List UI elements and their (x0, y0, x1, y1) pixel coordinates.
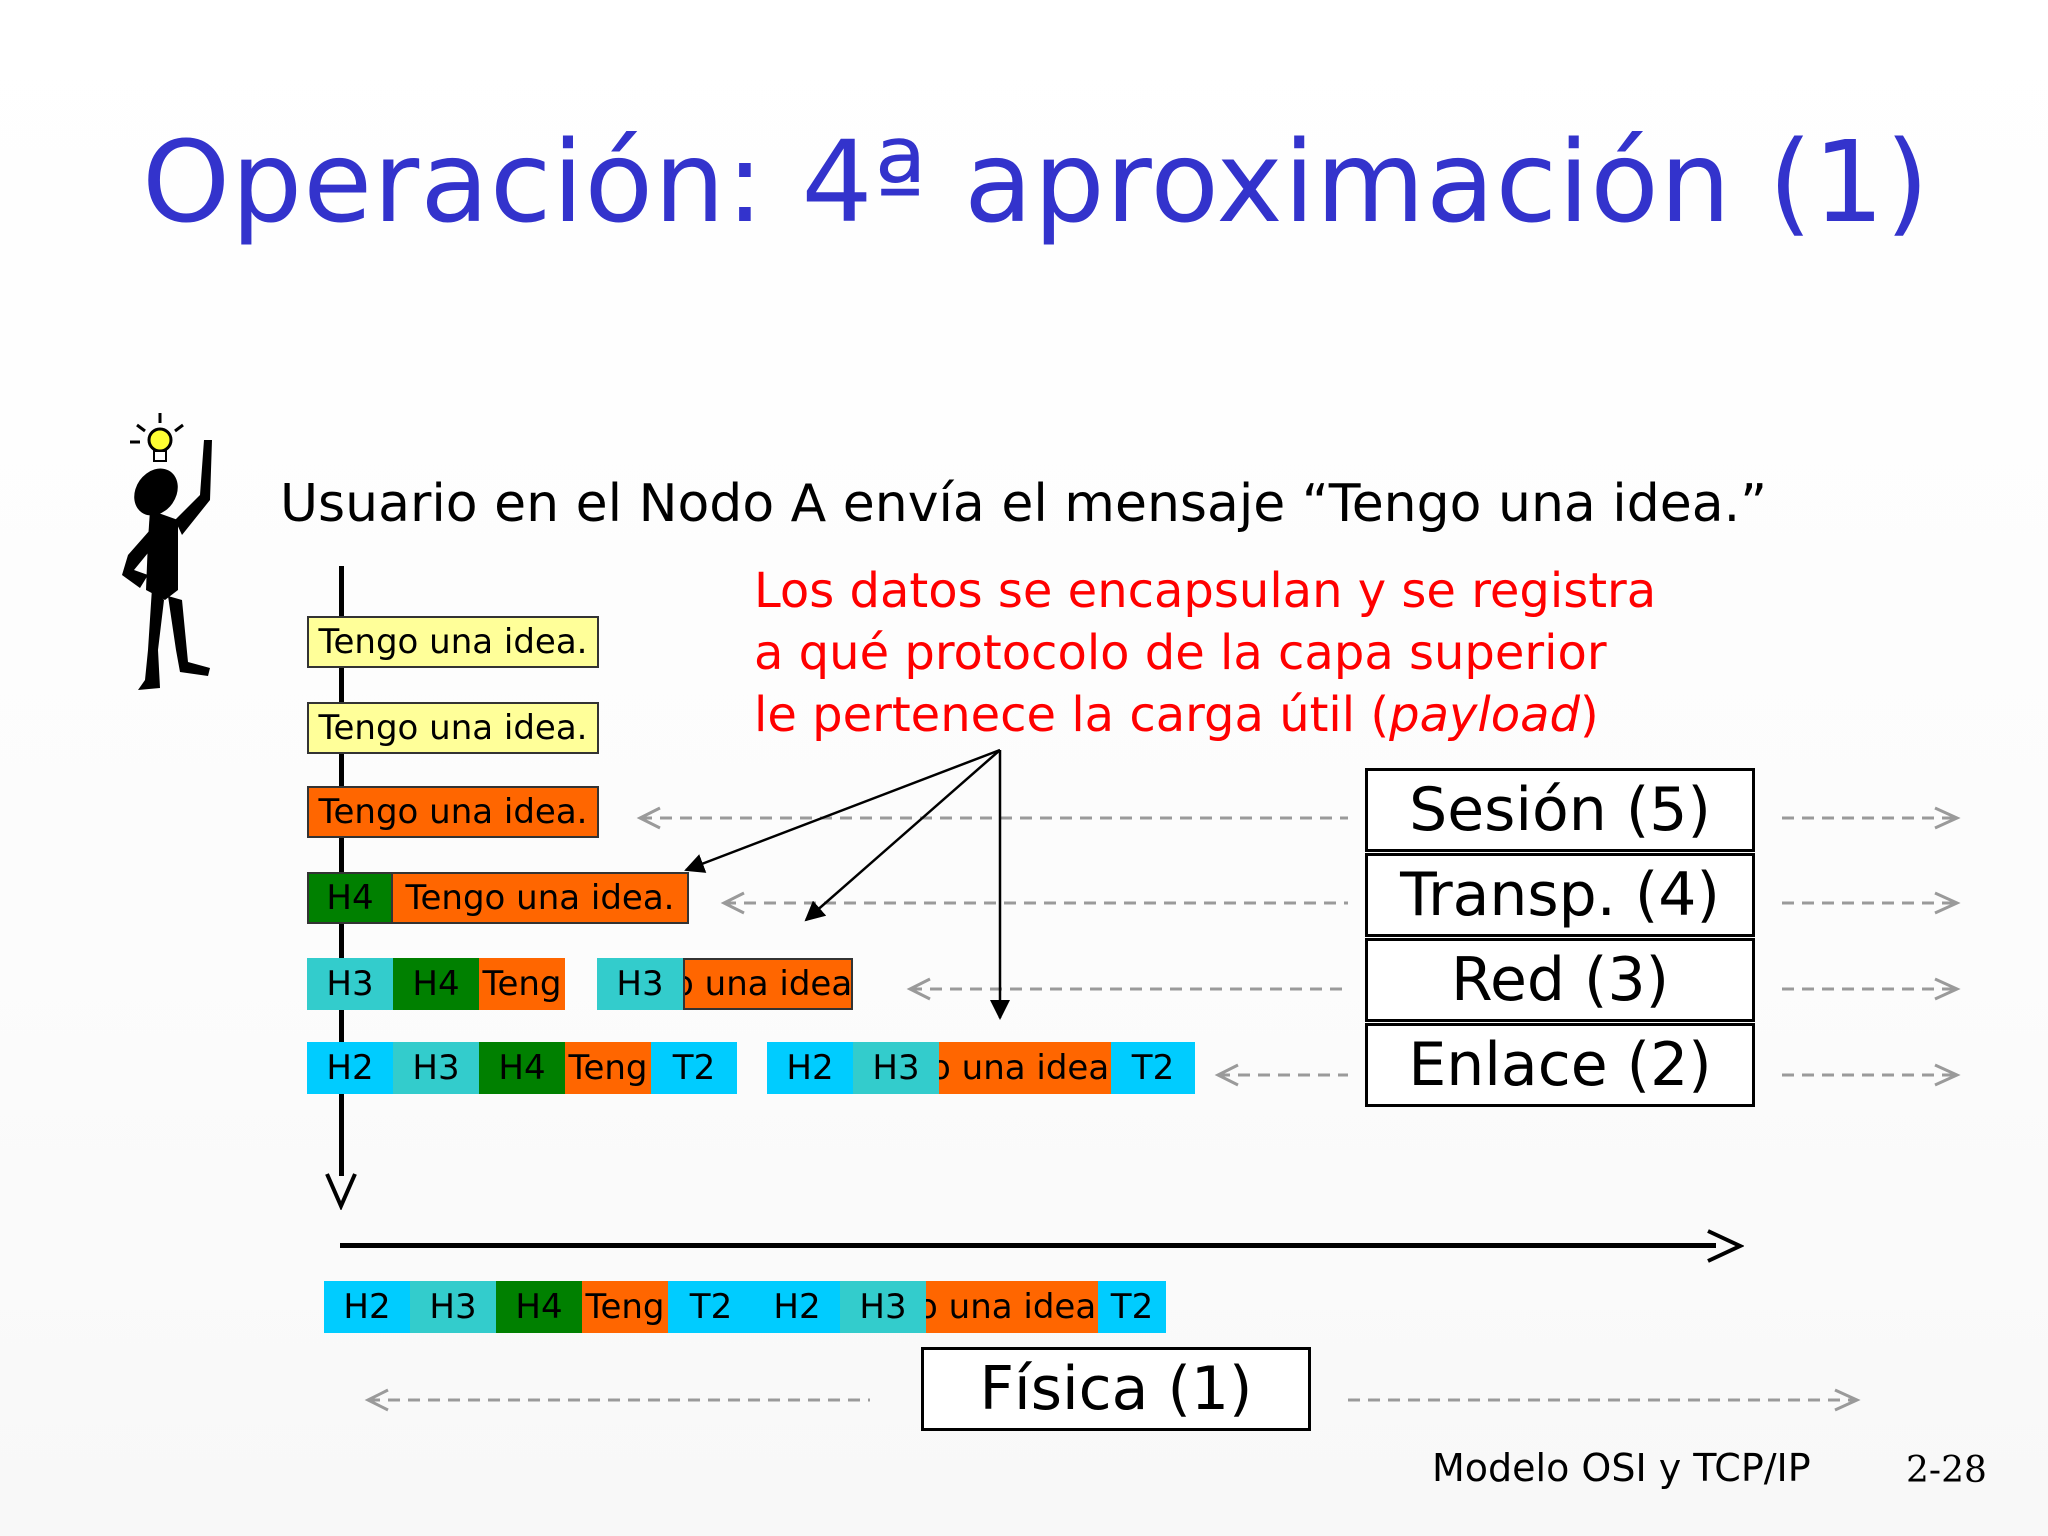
intro-text: Usuario en el Nodo A envía el mensaje “T… (280, 474, 1768, 534)
seg-t2: T2 (651, 1042, 737, 1094)
note-arrow-1 (684, 748, 1001, 873)
lightbulb-icon (130, 413, 184, 462)
seg-payload: Teng (479, 958, 565, 1010)
seg-h3: H3 (853, 1042, 939, 1094)
packet-app-2: Tengo una idea. (307, 702, 599, 754)
seg-h3: H3 (597, 958, 683, 1010)
footer-label: Modelo OSI y TCP/IP (1432, 1446, 1811, 1490)
seg-payload: o una idea. (926, 1281, 1098, 1333)
note-line-3: le pertenece la carga útil (payload) (754, 687, 1599, 743)
seg-h3: H3 (393, 1042, 479, 1094)
seg-payload: Tengo una idea. (391, 872, 689, 924)
packet-network-b: H3 o una idea. (597, 958, 853, 1010)
note-arrow-2 (804, 749, 1001, 922)
seg-h2: H2 (307, 1042, 393, 1094)
time-axis-vertical (339, 566, 344, 1176)
seg-h4: H4 (307, 872, 393, 924)
page-number: 2-28 (1906, 1450, 1987, 1491)
seg-h2: H2 (754, 1281, 840, 1333)
down-arrow-icon (325, 1173, 357, 1210)
packet-link-b: H2 H3 o una idea. T2 (767, 1042, 1195, 1094)
payload-term: payload (1389, 687, 1580, 743)
packet-session: Tengo una idea. (307, 786, 599, 838)
seg-payload: Teng (582, 1281, 668, 1333)
layer-transport: Transp. (4) (1365, 853, 1755, 937)
layer-session: Sesión (5) (1365, 768, 1755, 852)
seg-h3: H3 (307, 958, 393, 1010)
seg-data: Tengo una idea. (307, 702, 599, 754)
seg-payload: Teng (565, 1042, 651, 1094)
note-line-2: a qué protocolo de la capa superior (754, 625, 1607, 681)
seg-h3: H3 (840, 1281, 926, 1333)
right-arrow-icon (1707, 1229, 1744, 1263)
seg-payload: o una idea. (939, 1042, 1111, 1094)
seg-h3: H3 (410, 1281, 496, 1333)
seg-t2: T2 (1111, 1042, 1195, 1094)
packet-link-a: H2 H3 H4 Teng T2 (307, 1042, 737, 1094)
packet-network-a: H3 H4 Teng (307, 958, 565, 1010)
seg-h4: H4 (393, 958, 479, 1010)
packet-transport: H4 Tengo una idea. (307, 872, 689, 924)
seg-h4: H4 (496, 1281, 582, 1333)
layer-network: Red (3) (1365, 938, 1755, 1022)
seg-h2: H2 (767, 1042, 853, 1094)
transmission-axis (340, 1243, 1716, 1248)
seg-data: Tengo una idea. (307, 616, 599, 668)
packet-app-1: Tengo una idea. (307, 616, 599, 668)
layer-link: Enlace (2) (1365, 1023, 1755, 1107)
seg-t2: T2 (1098, 1281, 1166, 1333)
layer-physical: Física (1) (921, 1347, 1311, 1431)
packet-physical: H2 H3 H4 Teng T2 H2 H3 o una idea. T2 (324, 1281, 1166, 1333)
seg-h4: H4 (479, 1042, 565, 1094)
seg-t2: T2 (668, 1281, 754, 1333)
note-line-1: Los datos se encapsulan y se registra (754, 563, 1657, 619)
slide-title: Operación: 4ª aproximación (1) (142, 118, 1930, 248)
seg-payload: Tengo una idea. (307, 786, 599, 838)
encapsulation-note: Los datos se encapsulan y se registra a … (754, 560, 1656, 746)
seg-h2: H2 (324, 1281, 410, 1333)
seg-payload: o una idea. (683, 958, 853, 1010)
